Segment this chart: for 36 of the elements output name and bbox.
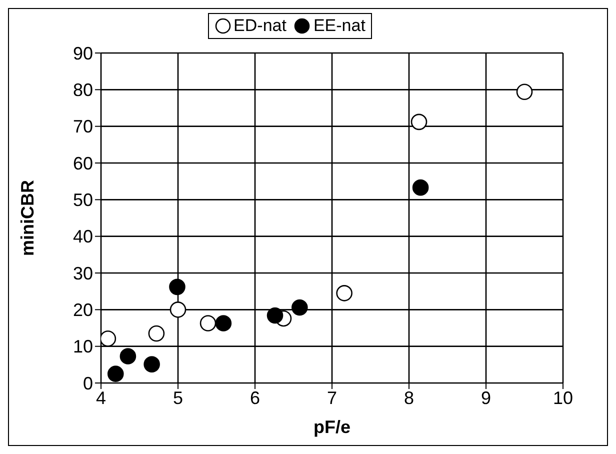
point [101,330,116,347]
point [292,299,308,316]
x-tick-label: 5 [172,388,184,408]
point [107,366,124,382]
y-tick-label: 60 [72,153,93,174]
y-tick-label: 70 [72,116,93,137]
legend-label: EE-nat [312,16,366,36]
point [200,315,216,332]
x-tick-label: 6 [250,388,260,408]
x-tick-label: 4 [96,388,106,408]
x-tick-label: 10 [552,388,574,408]
x-axis-title: pF/e [313,417,351,437]
point [144,356,160,372]
point [120,348,136,364]
point [336,285,352,302]
y-tick-label: 0 [82,373,93,394]
point [266,307,284,324]
point [170,302,186,318]
y-tick-label: 40 [72,226,93,247]
x-tick-label: 7 [326,388,338,408]
point [410,114,428,130]
point [148,325,165,342]
point [516,84,533,100]
x-tick-label: 9 [480,388,492,408]
y-tick-label: 30 [72,263,93,284]
y-axis-title: miniCBR [17,180,38,256]
point [215,315,232,332]
y-tick-label: 50 [72,190,93,210]
y-tick-label: 10 [72,336,93,357]
point [169,278,186,296]
y-tick-label: 20 [72,300,93,320]
y-tick-label: 90 [72,43,93,64]
legend-label: ED-nat [232,16,286,36]
point [412,179,429,196]
x-tick-label: 8 [404,388,414,408]
y-tick-label: 80 [72,80,93,100]
